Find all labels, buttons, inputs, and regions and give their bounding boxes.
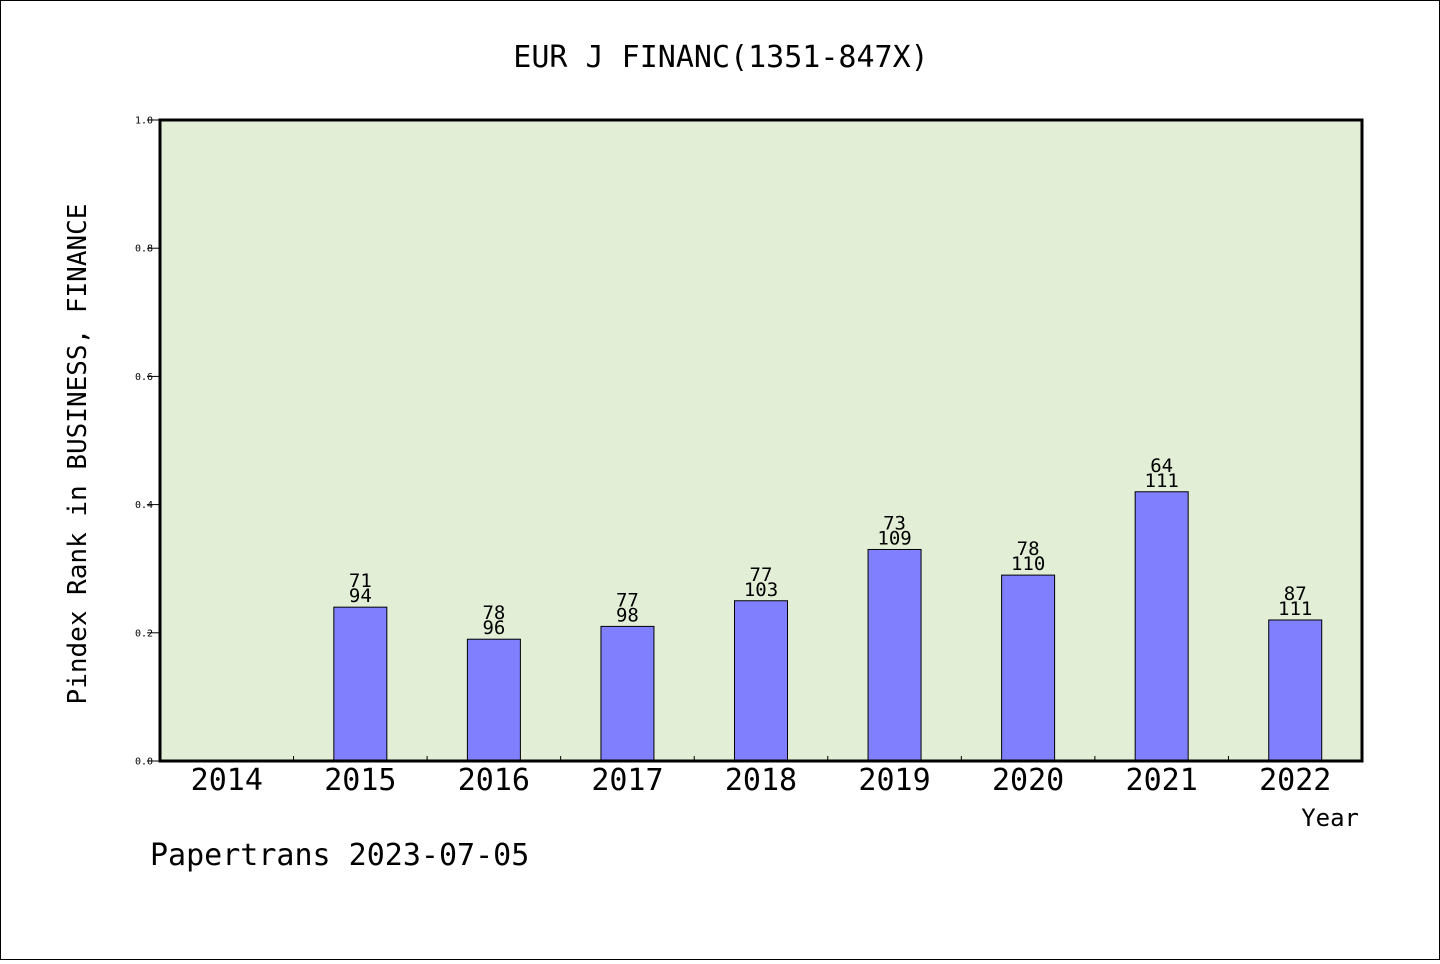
x-tick-label: 2017: [591, 763, 663, 798]
bar-rank-label: 71: [349, 570, 372, 592]
bar: [466, 638, 521, 762]
bar-rank-label: 78: [482, 602, 505, 624]
x-tick-label: 2014: [191, 763, 263, 798]
bar: [333, 606, 388, 762]
y-tick-label: 0.8: [135, 244, 153, 255]
ticks-group: 0.0 0.2 0.4 0.6 0.8 1.0 2014 2015 2016 2017 2018 20…: [135, 116, 1331, 799]
plot-border: [158, 118, 1364, 763]
bar: [734, 600, 788, 762]
bar-total-label: 110: [1011, 553, 1045, 575]
x-tick-label: 2016: [458, 763, 530, 798]
footer-credit: Papertrans 2023-07-05: [150, 838, 529, 873]
y-tick-label: 0.2: [135, 628, 153, 639]
bar: [1001, 574, 1056, 762]
bar-total-label: 111: [1145, 470, 1179, 492]
y-tick-label: 0.4: [135, 500, 153, 511]
bar-total-label: 98: [616, 604, 639, 626]
x-tick-label: 2020: [992, 763, 1064, 798]
bar: [1268, 619, 1323, 762]
bar-total-label: 96: [482, 617, 505, 639]
bar-rank-label: 87: [1284, 583, 1307, 605]
bar-rank-label: 77: [616, 589, 639, 611]
bar-total-label: 111: [1278, 598, 1312, 620]
bar: [1134, 491, 1189, 762]
bar: [867, 548, 922, 762]
x-tick-label: 2021: [1126, 763, 1198, 798]
x-tick-label: 2022: [1259, 763, 1331, 798]
y-tick-label: 0.0: [135, 757, 153, 768]
x-tick-label: 2015: [324, 763, 396, 798]
y-axis-label: Pindex Rank in BUSINESS, FINANCE: [63, 204, 93, 705]
bar-total-label: 103: [744, 579, 778, 601]
x-axis-label: Year: [1301, 804, 1359, 832]
y-tick-label: 1.0: [135, 116, 153, 127]
bar-rank-label: 78: [1017, 538, 1040, 560]
x-tick-label: 2018: [725, 763, 797, 798]
y-tick-label: 0.6: [135, 372, 153, 383]
bar: [600, 625, 655, 762]
bar-total-label: 94: [349, 585, 372, 607]
x-tick-label: 2019: [858, 763, 930, 798]
bar-rank-label: 64: [1150, 455, 1173, 477]
bar-total-label: 109: [877, 527, 911, 549]
chart-title: EUR J FINANC(1351-847X): [513, 40, 928, 75]
bar-rank-label: 77: [750, 564, 773, 586]
bar-rank-label: 73: [883, 512, 906, 534]
